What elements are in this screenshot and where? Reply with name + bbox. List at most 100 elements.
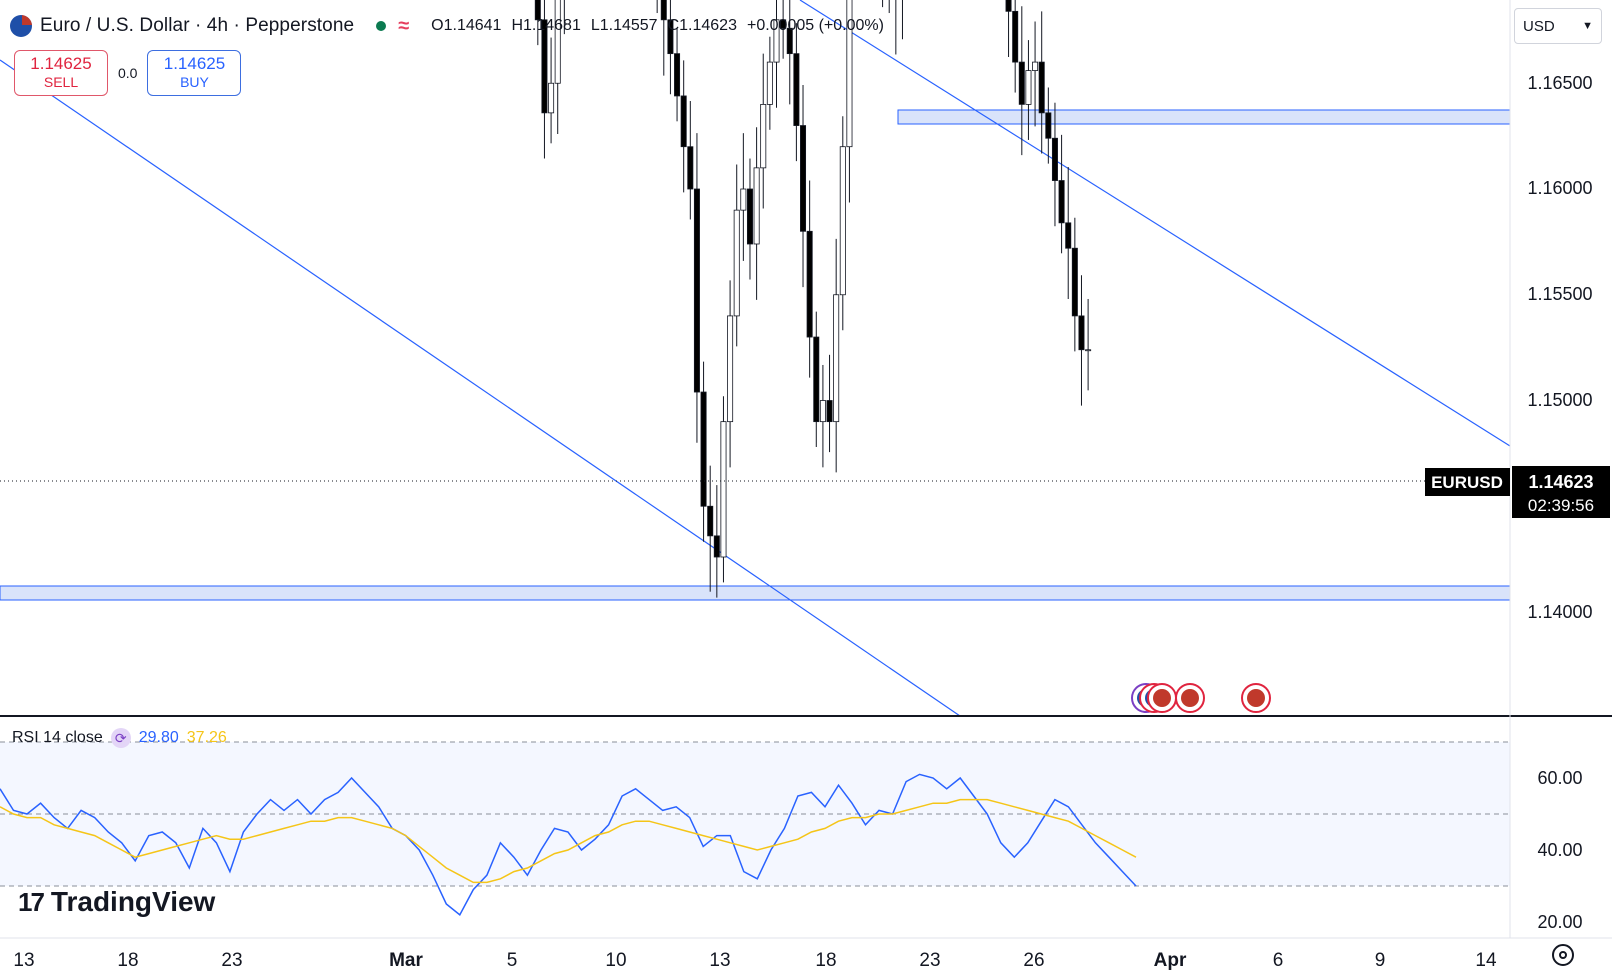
ohlc-low: L1.14557	[590, 17, 658, 34]
candle-countdown: 02:39:56	[1528, 496, 1594, 515]
candle-body[interactable]	[806, 230, 813, 338]
candle-body[interactable]	[548, 82, 555, 114]
time-tick-label: 5	[507, 950, 518, 971]
candle-body[interactable]	[1051, 137, 1058, 181]
candle-body[interactable]	[1058, 180, 1065, 224]
time-tick-label: 18	[815, 950, 836, 971]
currency-select[interactable]: USD ▼	[1514, 8, 1602, 44]
time-tick-label: 10	[605, 950, 626, 971]
candle-body[interactable]	[813, 336, 820, 423]
candle-body[interactable]	[674, 53, 681, 97]
candle-body[interactable]	[660, 0, 667, 21]
support-resistance-zone[interactable]	[897, 109, 1511, 125]
rsi-tick-label: 40.00	[1537, 840, 1582, 860]
rsi-ma-value: 37.26	[186, 729, 227, 746]
rsi-ma-line[interactable]	[0, 798, 1137, 884]
candle-body[interactable]	[773, 19, 780, 63]
buy-button[interactable]: 1.14625 BUY	[147, 50, 242, 96]
time-tick-label: Apr	[1154, 950, 1187, 971]
candle-body[interactable]	[687, 146, 694, 190]
symbol-label: EURUSD	[1431, 473, 1503, 492]
candle-body[interactable]	[760, 104, 767, 169]
time-tick-label: 14	[1475, 950, 1497, 971]
sell-price: 1.14625	[30, 54, 92, 73]
tradingview-logo[interactable]: 17 TradingView	[18, 886, 215, 918]
candle-body[interactable]	[1065, 222, 1072, 249]
rsi-label: RSI 14 close	[12, 729, 103, 746]
candle-body[interactable]	[1071, 247, 1078, 317]
ohlc-open: O1.14641	[431, 17, 502, 34]
sync-icon[interactable]: ⟳	[110, 728, 131, 748]
candle-body[interactable]	[800, 125, 807, 232]
ohlc-change: +0.00005 (+0.00%)	[746, 17, 884, 34]
rsi-line[interactable]	[0, 773, 1137, 916]
candle-body[interactable]	[780, 19, 787, 29]
tradingview-mark-icon: 17	[18, 886, 45, 917]
trade-panel: 1.14625 SELL 0.0 1.14625 BUY	[14, 50, 242, 96]
candle-body[interactable]	[740, 188, 747, 211]
trend-line[interactable]	[0, 59, 961, 717]
time-tick-label: 23	[221, 950, 242, 971]
sell-button[interactable]: 1.14625 SELL	[14, 50, 108, 96]
candle-body[interactable]	[819, 400, 826, 423]
price-tick-label: 1.16500	[1527, 73, 1592, 93]
candle-body[interactable]	[1078, 315, 1085, 351]
candle-body[interactable]	[541, 19, 548, 114]
candle-body[interactable]	[707, 505, 714, 537]
candle-body[interactable]	[753, 167, 760, 245]
candle-body[interactable]	[733, 209, 740, 317]
candle-body[interactable]	[727, 315, 734, 423]
buy-label: BUY	[180, 74, 209, 90]
candle-body[interactable]	[1038, 61, 1045, 114]
time-tick-label: Mar	[389, 950, 423, 971]
candle-body[interactable]	[693, 188, 700, 393]
wave-icon[interactable]: ≈	[398, 14, 410, 37]
time-tick-label: 9	[1375, 950, 1386, 971]
candle-body[interactable]	[793, 53, 800, 126]
price-pane[interactable]	[0, 0, 1511, 717]
rsi-legend[interactable]: RSI 14 close ⟳ 29.80 37.26	[12, 728, 227, 748]
time-tick-label: 23	[919, 950, 940, 971]
candle-body[interactable]	[1018, 61, 1025, 105]
candle-body[interactable]	[534, 0, 541, 21]
candle-body[interactable]	[680, 95, 687, 148]
time-tick-label: 13	[709, 950, 730, 971]
candle-body[interactable]	[746, 188, 753, 245]
market-open-icon	[376, 21, 387, 31]
candle-body[interactable]	[826, 400, 833, 423]
symbol-title[interactable]: Euro / U.S. Dollar · 4h · Pepperstone	[40, 15, 355, 36]
candle-body[interactable]	[846, 0, 853, 148]
candle-body[interactable]	[713, 535, 720, 558]
candle-body[interactable]	[1045, 112, 1052, 139]
eur-usd-flag-icon	[10, 15, 32, 37]
candle-body[interactable]	[1085, 349, 1092, 352]
flag-icon	[1153, 689, 1171, 707]
settings-icon[interactable]	[1552, 944, 1574, 966]
candle-body[interactable]	[766, 61, 773, 105]
candle-body[interactable]	[1032, 61, 1039, 71]
support-resistance-zone[interactable]	[0, 585, 1511, 601]
candle-body[interactable]	[786, 27, 793, 55]
candle-body[interactable]	[554, 0, 561, 84]
candle-body[interactable]	[720, 421, 727, 558]
candle-body[interactable]	[667, 19, 674, 55]
candle-body[interactable]	[1012, 10, 1019, 63]
candle-body[interactable]	[1005, 0, 1012, 12]
currency-value: USD	[1523, 17, 1555, 35]
time-tick-label: 13	[13, 950, 34, 971]
candle-body[interactable]	[700, 391, 707, 507]
candle-body[interactable]	[833, 294, 840, 423]
rsi-tick-label: 20.00	[1537, 912, 1582, 932]
price-tick-label: 1.16000	[1527, 178, 1592, 198]
candle-body[interactable]	[1025, 70, 1032, 105]
brand-name: TradingView	[50, 886, 216, 917]
buy-price: 1.14625	[163, 54, 226, 73]
rsi-tick-label: 60.00	[1537, 768, 1582, 788]
rsi-pane[interactable]	[0, 741, 1510, 916]
trend-line[interactable]	[799, 0, 1511, 447]
ohlc-high: H1.14681	[511, 17, 581, 34]
price-tick-label: 1.15500	[1527, 284, 1592, 304]
candle-body[interactable]	[839, 146, 846, 296]
